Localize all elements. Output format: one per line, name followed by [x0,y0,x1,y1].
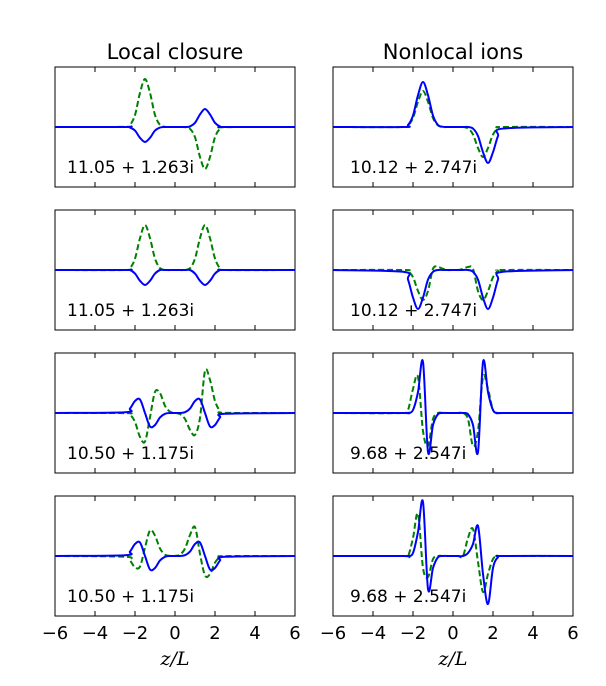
series-line [54,368,296,444]
series-line [54,107,296,144]
series-line [55,268,295,287]
x-tick-label: −4 [360,623,387,644]
eigenvalue-label: 10.12 + 2.747i [350,301,477,321]
series-line [332,89,574,159]
x-tick-label: 2 [487,623,498,644]
x-tick-label: −2 [122,623,149,644]
eigenvalue-label: 9.68 + 2.547i [350,587,466,607]
x-tick-label: 4 [527,623,538,644]
x-axis-label: z/L [159,648,189,670]
eigenvalue-label: 11.05 + 1.263i [67,301,194,321]
series-line [332,80,574,165]
series-line [332,268,574,311]
series-line [54,540,296,572]
x-axis-label: z/L [437,648,467,670]
x-tick-label: 0 [169,623,180,644]
x-tick-label: 6 [289,623,300,644]
series-line [54,397,296,429]
x-tick-label: −6 [42,623,69,644]
eigenvalue-label: 11.05 + 1.263i [67,158,194,178]
x-tick-label: 0 [447,623,458,644]
series-line [332,359,573,456]
eigenvalue-label: 10.50 + 1.175i [67,587,194,607]
x-tick-label: −2 [400,623,427,644]
x-tick-label: −4 [82,623,109,644]
eigenvalue-label: 9.68 + 2.547i [350,444,466,464]
x-tick-label: 2 [209,623,220,644]
x-tick-label: 6 [567,623,578,644]
series-line [333,512,573,594]
series-line [54,223,296,272]
column-title: Local closure [107,40,244,64]
eigenvalue-label: 10.12 + 2.747i [350,158,477,178]
x-tick-label: 4 [249,623,260,644]
x-tick-label: −6 [320,623,347,644]
eigenvalue-label: 10.50 + 1.175i [67,444,194,464]
series-line [333,499,574,606]
column-title: Nonlocal ions [383,40,523,64]
